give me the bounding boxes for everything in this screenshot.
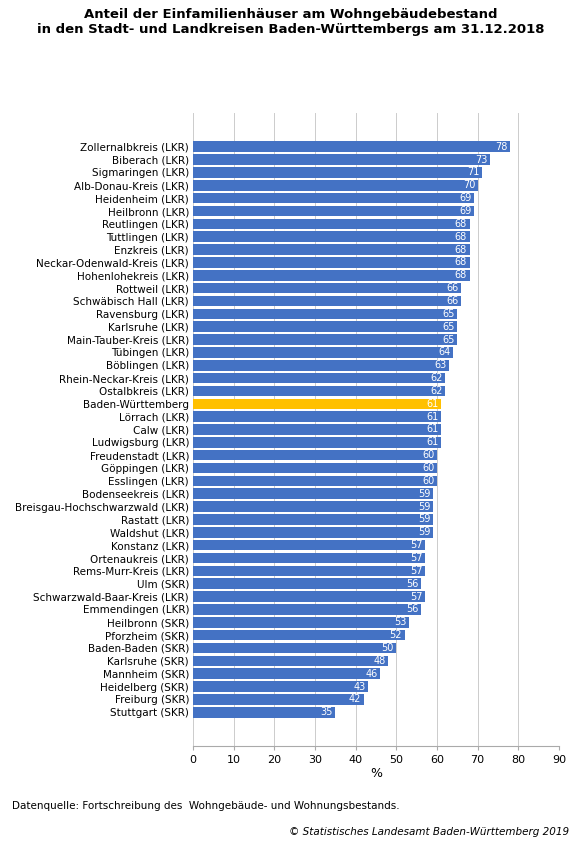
Text: 57: 57 <box>410 553 422 563</box>
Bar <box>193 437 441 447</box>
Text: 60: 60 <box>422 463 435 473</box>
Bar <box>193 206 474 216</box>
Bar <box>193 540 425 551</box>
X-axis label: %: % <box>370 767 382 780</box>
Text: 57: 57 <box>410 540 422 550</box>
Bar <box>193 643 396 653</box>
Text: 65: 65 <box>443 321 455 331</box>
Bar <box>193 257 469 267</box>
Text: 61: 61 <box>426 425 439 435</box>
Text: 73: 73 <box>475 155 487 165</box>
Text: 48: 48 <box>374 656 386 666</box>
Text: 46: 46 <box>365 669 378 679</box>
Text: 66: 66 <box>447 296 459 306</box>
Text: 35: 35 <box>321 707 333 717</box>
Text: 60: 60 <box>422 476 435 486</box>
Text: 68: 68 <box>455 219 467 229</box>
Text: 61: 61 <box>426 411 439 421</box>
Bar <box>193 617 408 627</box>
Text: 59: 59 <box>418 501 431 511</box>
Bar <box>193 321 457 332</box>
Text: 68: 68 <box>455 257 467 267</box>
Text: 68: 68 <box>455 245 467 255</box>
Bar <box>193 566 425 576</box>
Bar <box>193 514 433 525</box>
Bar <box>193 347 453 357</box>
Bar <box>193 591 425 602</box>
Bar <box>193 283 461 294</box>
Text: 63: 63 <box>435 360 447 370</box>
Bar <box>193 669 380 679</box>
Bar <box>193 360 449 371</box>
Text: 59: 59 <box>418 489 431 499</box>
Bar <box>193 553 425 563</box>
Bar <box>193 656 388 666</box>
Bar <box>193 463 437 473</box>
Bar <box>193 707 335 717</box>
Text: 52: 52 <box>390 630 402 640</box>
Bar <box>193 334 457 345</box>
Text: 53: 53 <box>394 617 406 627</box>
Text: © Statistisches Landesamt Baden-Württemberg 2019: © Statistisches Landesamt Baden-Württemb… <box>289 827 569 837</box>
Text: Anteil der Einfamilienhäuser am Wohngebäudebestand
in den Stadt- und Landkreisen: Anteil der Einfamilienhäuser am Wohngebä… <box>37 8 544 36</box>
Bar <box>193 604 421 615</box>
Text: 71: 71 <box>467 167 479 177</box>
Text: 57: 57 <box>410 566 422 576</box>
Bar <box>193 373 445 383</box>
Text: 78: 78 <box>496 142 508 151</box>
Bar <box>193 424 441 435</box>
Text: 70: 70 <box>463 180 475 190</box>
Bar <box>193 386 445 396</box>
Bar <box>193 309 457 319</box>
Text: 68: 68 <box>455 232 467 241</box>
Bar <box>193 694 364 705</box>
Bar <box>193 527 433 537</box>
Text: 59: 59 <box>418 527 431 537</box>
Text: 62: 62 <box>431 386 443 396</box>
Bar <box>193 476 437 486</box>
Bar <box>193 296 461 306</box>
Text: Datenquelle: Fortschreibung des  Wohngebäude- und Wohnungsbestands.: Datenquelle: Fortschreibung des Wohngebä… <box>12 801 399 811</box>
Text: 56: 56 <box>406 605 418 615</box>
Text: 42: 42 <box>349 695 361 705</box>
Bar <box>193 579 421 589</box>
Bar <box>193 193 474 204</box>
Text: 43: 43 <box>353 681 365 691</box>
Bar <box>193 399 441 409</box>
Text: 65: 65 <box>443 335 455 345</box>
Bar <box>193 501 433 512</box>
Bar <box>193 167 482 177</box>
Bar <box>193 681 368 692</box>
Text: 62: 62 <box>431 373 443 383</box>
Text: 60: 60 <box>422 450 435 460</box>
Text: 66: 66 <box>447 283 459 294</box>
Text: 61: 61 <box>426 437 439 447</box>
Text: 56: 56 <box>406 579 418 589</box>
Bar <box>193 630 404 640</box>
Text: 68: 68 <box>455 270 467 280</box>
Text: 61: 61 <box>426 399 439 409</box>
Bar <box>193 180 478 191</box>
Text: 69: 69 <box>459 193 471 204</box>
Text: 69: 69 <box>459 206 471 216</box>
Text: 59: 59 <box>418 515 431 525</box>
Bar <box>193 141 510 152</box>
Bar <box>193 411 441 422</box>
Bar <box>193 244 469 255</box>
Bar <box>193 489 433 499</box>
Text: 57: 57 <box>410 591 422 601</box>
Bar <box>193 270 469 281</box>
Bar <box>193 154 490 165</box>
Text: 50: 50 <box>382 643 394 653</box>
Bar <box>193 450 437 461</box>
Bar <box>193 231 469 242</box>
Bar <box>193 219 469 229</box>
Text: 65: 65 <box>443 309 455 319</box>
Text: 64: 64 <box>439 347 451 357</box>
